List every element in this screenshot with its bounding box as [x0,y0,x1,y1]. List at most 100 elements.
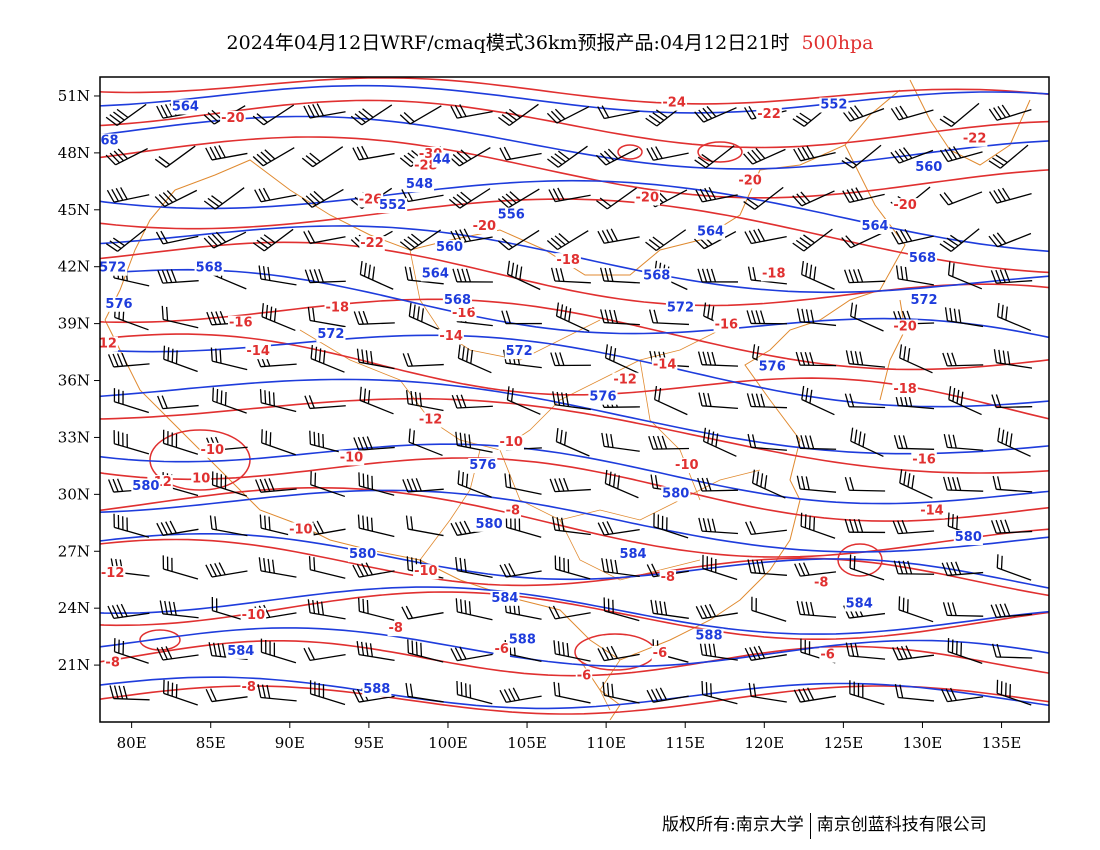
height-isoline [100,627,1049,668]
wind-barb [497,188,540,209]
temperature-label: -22 [757,107,781,122]
temperature-label: -12 [419,412,443,427]
wind-barb [304,395,346,410]
wind-barb [944,307,984,328]
wind-barb [841,144,882,169]
y-tick-label: 36N [58,372,90,390]
temperature-isoline [100,457,1049,522]
wind-barb [255,478,297,493]
temperature-label: -26 [359,192,383,207]
height-label: 568 [444,293,471,308]
wind-barb [356,348,395,370]
temperature-cell [149,429,251,491]
wind-barb [504,473,542,495]
wind-barb [501,310,542,325]
wind-barb [456,680,493,705]
wind-barb [546,230,589,251]
temperature-label: -6 [577,669,591,684]
temperature-isoline [100,640,1049,677]
height-label: 572 [317,327,344,342]
temperature-label: -14 [246,344,270,359]
wind-barb [498,103,539,127]
wind-barb [359,386,394,415]
wind-barb [405,515,444,537]
wind-barb [842,187,885,204]
wind-barb [452,268,493,283]
wind-barb [697,268,739,283]
wind-barb [890,147,934,164]
height-isoline [100,443,1049,505]
wind-barb [989,187,1032,204]
wind-barb [948,386,982,416]
wind-barb [157,395,199,410]
wind-barb [597,228,640,244]
copyright-right: 南京创蓝科技有限公司 [816,815,987,835]
height-label: 584 [491,591,518,606]
wind-barb [499,563,542,578]
wind-barb [350,104,393,126]
wind-barb [252,228,294,252]
wind-barb [309,680,346,706]
wind-barb [996,679,1032,706]
wind-barb [990,269,1033,284]
wind-barb [106,187,150,203]
wind-barb [794,562,837,577]
temperature-label: 10 [192,471,210,486]
wind-barb [645,229,687,252]
height-label: 580 [349,547,376,562]
x-tick-label: 115E [665,734,705,752]
wind-barb [701,680,738,705]
wind-barb [746,393,788,409]
wind-barb [455,598,493,621]
wind-barb [156,520,199,536]
wind-barb [107,603,150,619]
wind-barb [694,105,737,123]
wind-barb [844,393,886,409]
height-isoline [100,676,1049,710]
wind-barb [745,521,787,536]
wind-barb [751,469,786,499]
height-label: 576 [105,297,132,312]
wind-barb [796,475,837,493]
wind-barb [601,432,640,452]
wind-barb [744,228,787,245]
wind-barb [892,520,935,535]
temperature-label: 12 [99,337,117,352]
y-tick-label: 24N [58,599,90,617]
title-level: 500hpa [801,32,874,54]
wind-barb [356,641,395,662]
temperature-cell [617,144,643,160]
y-tick-label: 48N [58,144,90,162]
temperature-cell [139,629,181,651]
wind-barb [113,513,150,538]
temperature-label: -10 [414,564,438,579]
height-label: 588 [363,682,390,697]
temperature-label: -20 [893,320,917,335]
wind-barb [155,230,199,245]
height-label: 44 [433,153,451,168]
wind-barb [303,647,346,662]
wind-barb [499,687,542,703]
wind-barb [156,646,199,661]
temperature-label: -8 [105,655,119,670]
wind-barb [548,605,591,620]
wind-barb [260,638,297,664]
wind-barb [845,642,886,660]
wind-barb [205,562,248,578]
wind-barb [261,303,296,332]
wind-barb [697,477,739,492]
wind-barb [506,260,541,291]
wind-barb [988,104,1032,121]
height-label: 68 [100,134,118,149]
wind-barb [795,351,837,367]
wind-barb [698,392,739,410]
wind-barb [747,559,787,576]
temperature-label: -8 [661,570,675,585]
height-label: 576 [589,390,616,405]
wind-barb [308,556,346,579]
wind-barb [597,105,640,120]
height-label: 564 [861,219,888,234]
wind-barb [258,557,297,578]
height-label: 556 [498,208,525,223]
wind-barb [595,147,639,166]
